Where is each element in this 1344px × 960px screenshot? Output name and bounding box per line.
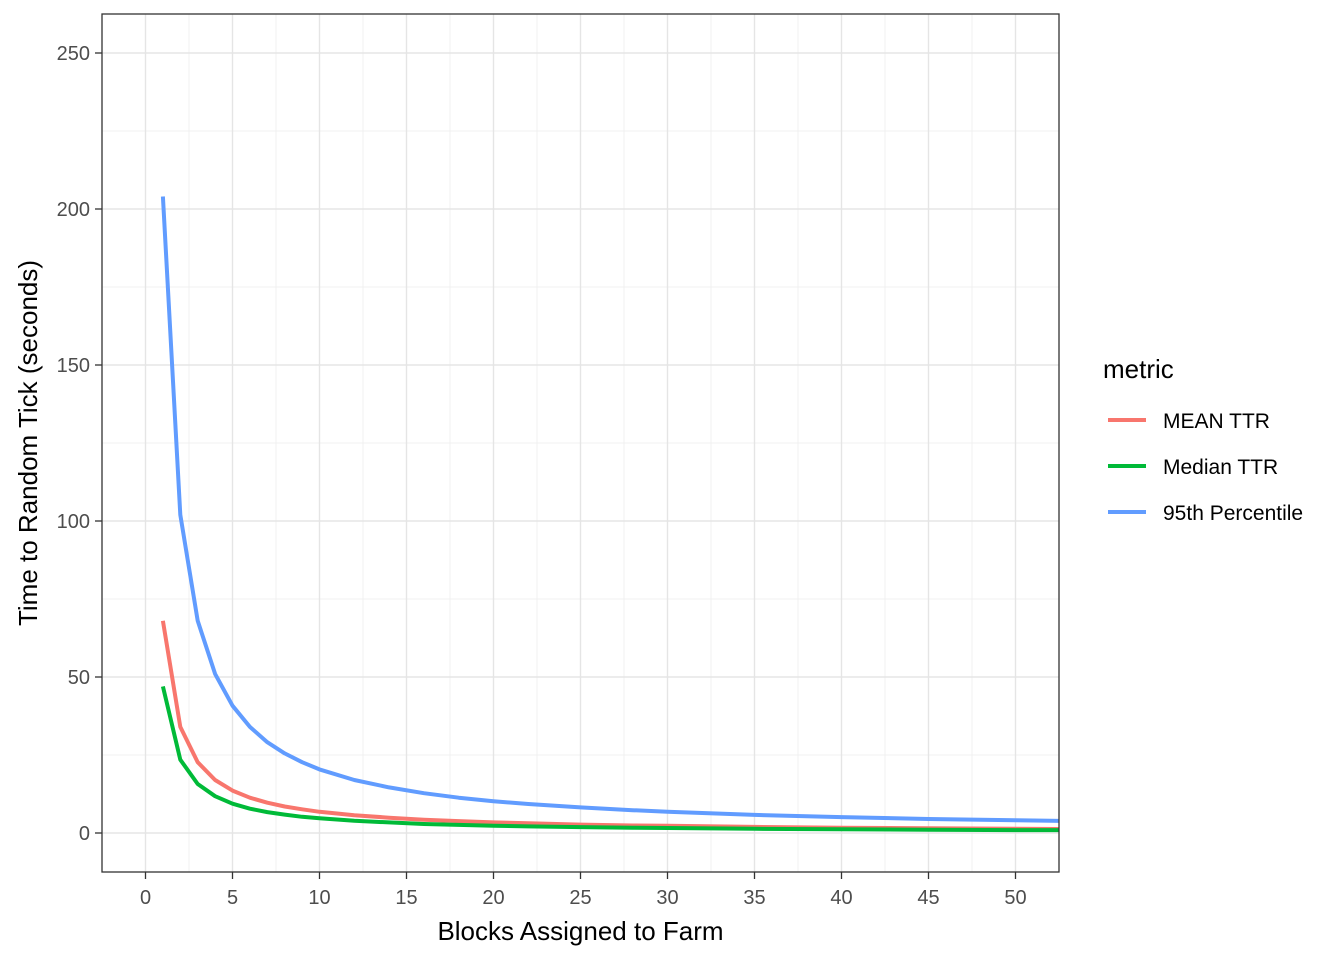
y-tick-label: 200 xyxy=(57,199,90,221)
series-line-mean-ttr xyxy=(160,620,1059,831)
x-tick-label: 45 xyxy=(917,887,939,909)
grid xyxy=(102,14,1059,872)
x-tick-label: 20 xyxy=(482,887,504,909)
y-tick-label: 250 xyxy=(57,43,90,65)
series-line-median-ttr xyxy=(160,685,1059,833)
x-tick-label: 0 xyxy=(140,887,151,909)
legend-label: 95th Percentile xyxy=(1163,502,1303,525)
x-tick-label: 10 xyxy=(308,887,330,909)
x-tick-label: 35 xyxy=(743,887,765,909)
y-axis: 0 50 100 150 200 250 xyxy=(57,43,102,845)
series-line-95th-percentile xyxy=(160,196,1059,823)
legend-label: MEAN TTR xyxy=(1163,410,1270,433)
y-axis-title: Time to Random Tick (seconds) xyxy=(13,260,43,626)
x-tick-label: 15 xyxy=(395,887,417,909)
legend-label: Median TTR xyxy=(1163,456,1278,479)
y-tick-label: 150 xyxy=(57,355,90,377)
legend: metric MEAN TTR Median TTR 95th Percentile xyxy=(1103,354,1303,525)
x-axis: 0 5 10 15 20 25 30 35 40 45 50 xyxy=(140,872,1027,909)
y-tick-label: 100 xyxy=(57,511,90,533)
x-axis-title: Blocks Assigned to Farm xyxy=(437,916,723,946)
legend-title: metric xyxy=(1103,354,1174,384)
series-lines xyxy=(160,196,1059,833)
x-tick-label: 50 xyxy=(1004,887,1026,909)
x-tick-label: 30 xyxy=(656,887,678,909)
y-tick-label: 0 xyxy=(79,823,90,845)
x-tick-label: 5 xyxy=(227,887,238,909)
x-tick-label: 40 xyxy=(830,887,852,909)
x-tick-label: 25 xyxy=(569,887,591,909)
y-tick-label: 50 xyxy=(68,667,90,689)
